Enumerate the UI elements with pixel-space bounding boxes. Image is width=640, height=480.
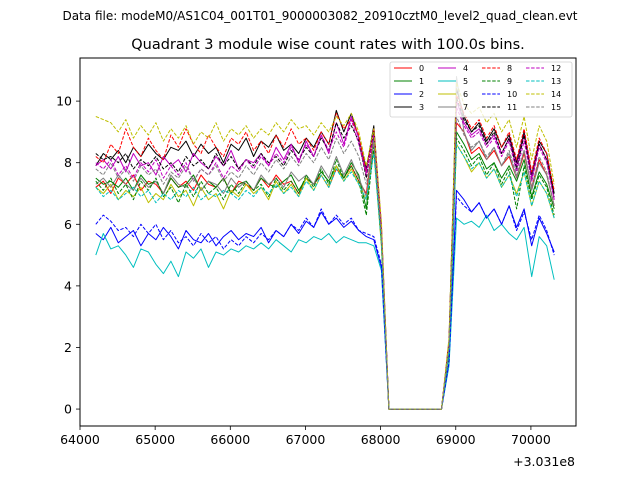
- series-line-10: [95, 196, 555, 410]
- plot-background: [80, 58, 576, 426]
- series-line-7: [95, 76, 555, 410]
- series-line-12: [95, 106, 555, 410]
- legend-label-5: 5: [463, 77, 468, 86]
- series-line-5: [95, 214, 555, 410]
- legend-label-13: 13: [551, 77, 561, 86]
- legend-label-14: 14: [551, 90, 561, 99]
- y-tick-label-0: 0: [64, 402, 72, 417]
- x-tick-label-3: 67000: [286, 432, 326, 447]
- x-tick-label-1: 65000: [135, 432, 175, 447]
- x-tick-label-5: 69000: [436, 432, 476, 447]
- legend-label-6: 6: [463, 90, 468, 99]
- y-tick-label-3: 6: [64, 217, 72, 232]
- legend-label-3: 3: [419, 103, 424, 112]
- x-offset-label: +3.031e8: [513, 454, 575, 469]
- x-tick-label-4: 68000: [361, 432, 401, 447]
- suptitle: Data file: modeM0/AS1C04_001T01_90000030…: [62, 9, 577, 23]
- legend-label-9: 9: [507, 77, 512, 86]
- y-tick-label-5: 10: [56, 94, 72, 109]
- legend-label-2: 2: [419, 90, 424, 99]
- series-line-3: [95, 88, 555, 410]
- series-line-2: [95, 189, 555, 410]
- x-axis: 64000 65000 66000 67000 68000 69000 70000: [60, 426, 551, 447]
- axes-frame: [79, 57, 577, 427]
- legend-label-10: 10: [507, 90, 517, 99]
- series-line-4: [95, 100, 555, 410]
- y-axis: 0 2 4 6 8 10: [56, 94, 80, 417]
- chart-title: Quadrant 3 module wise count rates with …: [131, 37, 525, 53]
- series-layer: [95, 76, 555, 410]
- x-tick-label-6: 70000: [511, 432, 551, 447]
- x-tick-label-0: 64000: [60, 432, 100, 447]
- legend-label-0: 0: [419, 64, 424, 73]
- legend-label-8: 8: [507, 64, 512, 73]
- legend-box: [389, 61, 573, 118]
- y-tick-label-2: 4: [64, 278, 72, 293]
- x-tick-label-2: 66000: [210, 432, 250, 447]
- y-tick-label-1: 2: [64, 340, 72, 355]
- series-line-13: [95, 143, 555, 410]
- legend-label-4: 4: [463, 64, 468, 73]
- legend-label-12: 12: [551, 64, 561, 73]
- series-line-9: [95, 137, 555, 410]
- legend-label-1: 1: [419, 77, 424, 86]
- y-tick-label-4: 8: [64, 155, 72, 170]
- plot-area: [79, 57, 577, 427]
- legend-label-15: 15: [551, 103, 561, 112]
- series-line-15: [95, 116, 555, 410]
- series-line-8: [95, 94, 555, 410]
- legend-label-11: 11: [507, 103, 517, 112]
- legend-label-7: 7: [463, 103, 468, 112]
